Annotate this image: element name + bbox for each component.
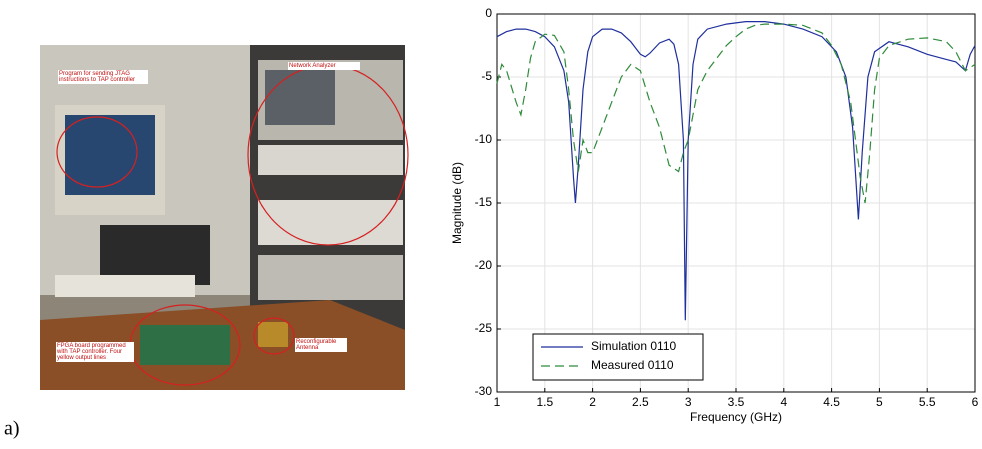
series-line	[496, 23, 976, 204]
x-tick-label: 2	[589, 395, 596, 409]
y-tick-label: -15	[475, 195, 493, 209]
panel-label: a)	[4, 418, 20, 440]
x-tick-label: 5	[876, 395, 883, 409]
annotation: Reconfigurable Antenna	[295, 338, 347, 352]
y-tick-label: 0	[485, 6, 492, 20]
legend-box	[532, 333, 704, 381]
legend-label: Measured 0110	[591, 358, 674, 372]
annotation-box: FPGA board programmed with TAP controlle…	[56, 342, 134, 362]
antenna	[258, 322, 288, 347]
annotation-box: Program for sending JTAG instructions to…	[58, 70, 148, 84]
x-tick-label: 1.5	[536, 395, 553, 409]
y-tick-label: -25	[475, 321, 493, 335]
series-line	[496, 21, 976, 321]
highlight-circles	[56, 64, 409, 386]
x-tick-label: 6	[972, 395, 979, 409]
legend-label: Simulation 0110	[591, 339, 676, 353]
x-tick-label: 3.5	[728, 395, 745, 409]
annotation: Network Analyzer	[288, 62, 360, 70]
annotation: Program for sending JTAG instructions to…	[58, 70, 148, 84]
x-tick-label: 3	[685, 395, 692, 409]
annotation-box: Network Analyzer	[288, 62, 360, 70]
x-tick-label: 5.5	[919, 395, 936, 409]
x-tick-label: 4.5	[823, 395, 840, 409]
axes-frame	[496, 13, 976, 393]
instrument	[258, 145, 403, 175]
x-tick-label: 2.5	[632, 395, 649, 409]
instrument	[258, 200, 403, 245]
screen	[265, 70, 335, 125]
y-tick-label: -20	[475, 258, 493, 272]
y-axis-label: Magnitude (dB)	[450, 162, 464, 244]
photo: Program for sending JTAG instructions to…	[40, 45, 409, 390]
fpga-board	[140, 325, 230, 365]
annotation: FPGA board programmed with TAP controlle…	[56, 342, 134, 362]
y-tick-label: -30	[475, 384, 493, 398]
photo-annotations: Program for sending JTAG instructions to…	[56, 62, 360, 362]
x-axis-label: Frequency (GHz)	[690, 410, 782, 424]
keyboard	[55, 275, 195, 297]
monitor-screen	[65, 115, 155, 195]
x-tick-label: 1	[494, 395, 501, 409]
y-tick-label: -10	[475, 132, 493, 146]
y-tick-label: -5	[481, 69, 492, 83]
instrument	[258, 255, 403, 300]
annotation-box: Reconfigurable Antenna	[295, 338, 347, 352]
x-tick-label: 4	[780, 395, 787, 409]
